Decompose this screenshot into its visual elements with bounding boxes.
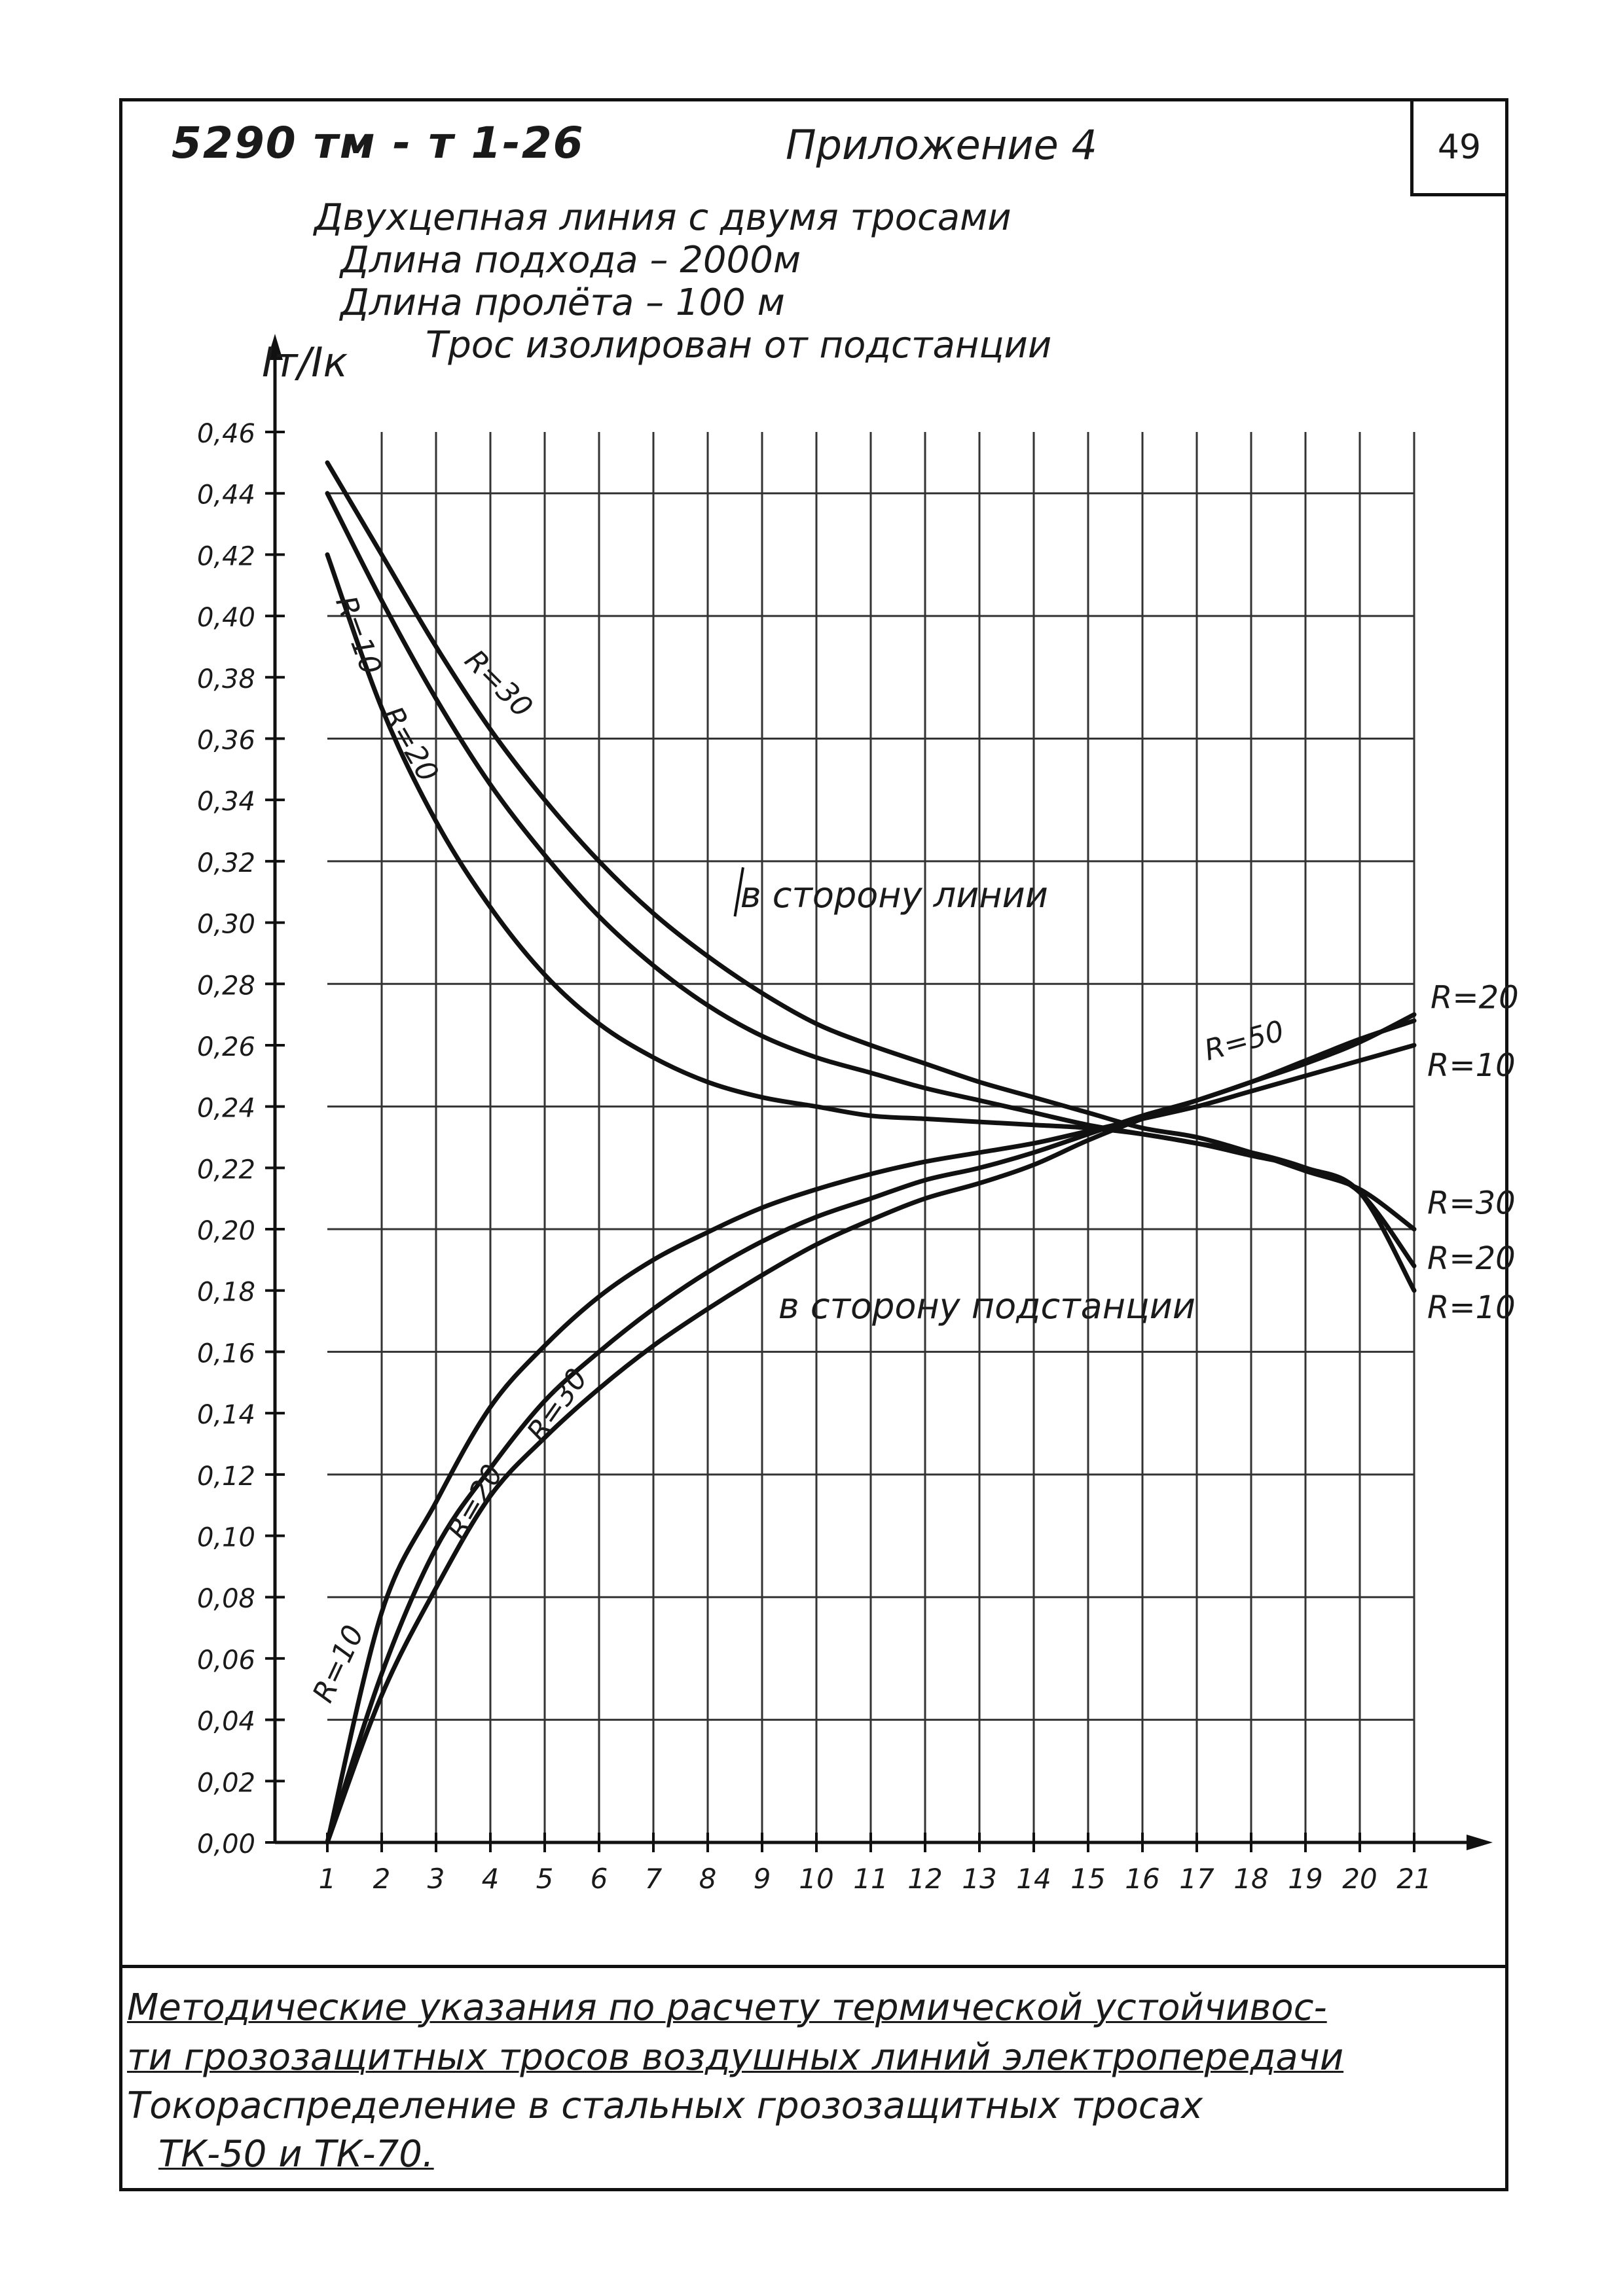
x-tick-label: 15 — [1070, 1863, 1105, 1895]
right-label-bottom-R20: R=20 — [1427, 1240, 1516, 1277]
x-axis-ticks: 1 2 3 4 5 6 7 8 9 10 11 12 13 14 15 16 17 18 19 20 21 — [319, 1833, 1432, 1895]
inline-label-R30-line: R=30 — [458, 643, 539, 724]
y-tick-label: 0,14 — [197, 1400, 255, 1430]
y-tick-label: 0,34 — [197, 787, 255, 817]
y-tick-label: 0,00 — [197, 1829, 255, 1859]
y-tick-label: 0,32 — [197, 848, 255, 878]
x-tick-label: 3 — [428, 1863, 445, 1895]
y-tick-label: 0,42 — [197, 541, 255, 571]
y-axis-ticks: 0,00 0,02 0,04 0,06 0,08 0,10 0,12 0,14 0,16 0,18… — [197, 419, 285, 1859]
x-tick-label: 18 — [1233, 1863, 1268, 1895]
x-tick-label: 6 — [591, 1863, 608, 1895]
y-tick-label: 0,20 — [197, 1216, 255, 1246]
y-tick-label: 0,24 — [197, 1094, 255, 1124]
y-tick-label: 0,40 — [197, 603, 255, 633]
current-distribution-chart: 0,00 0,02 0,04 0,06 0,08 0,10 0,12 0,14 0,16 0,18… — [197, 334, 1519, 1895]
x-tick-label: 14 — [1016, 1863, 1051, 1895]
x-tick-label: 8 — [699, 1863, 717, 1895]
y-tick-label: 0,30 — [197, 910, 255, 940]
y-tick-label: 0,26 — [197, 1032, 255, 1062]
sheet-number: 49 — [1437, 128, 1482, 167]
document-code: 5290 тм - т 1-26 — [172, 118, 585, 168]
title-line-1: Двухцепная линия с двумя тросами — [314, 196, 1012, 239]
x-tick-label: 20 — [1342, 1863, 1377, 1895]
x-tick-label: 11 — [853, 1863, 888, 1895]
title-block: Методические указания по расчету термиче… — [119, 1965, 1508, 2191]
x-tick-label: 4 — [482, 1863, 500, 1895]
inline-label-R50: R=50 — [1201, 1014, 1287, 1067]
curve-toward-line-R20 — [325, 491, 1417, 1268]
x-tick-label: 7 — [645, 1863, 663, 1895]
appendix-label: Приложение 4 — [786, 121, 1097, 169]
x-tick-label: 5 — [536, 1863, 554, 1895]
drawing-frame — [119, 98, 1508, 2191]
y-tick-label: 0,04 — [197, 1707, 255, 1737]
annotation-leader — [733, 867, 744, 917]
footer-line-2: ти грозозащитных тросов воздушных линий … — [127, 2036, 1344, 2079]
curve-toward-substation-R30 — [325, 1018, 1417, 1845]
y-tick-label: 0,18 — [197, 1278, 255, 1308]
chart-axes — [267, 334, 1493, 1850]
footer-line-1: Методические указания по расчету термиче… — [127, 1986, 1327, 2029]
y-tick-label: 0,46 — [197, 419, 255, 449]
title-line-2: Длина подхода – 2000м — [340, 239, 801, 281]
x-tick-label: 2 — [373, 1863, 391, 1895]
annotation-toward-line: в сторону линии — [740, 874, 1048, 916]
y-tick-label: 0,36 — [197, 725, 255, 755]
y-tick-label: 0,06 — [197, 1645, 255, 1676]
y-tick-label: 0,10 — [197, 1523, 255, 1553]
x-tick-label: 16 — [1125, 1863, 1159, 1895]
y-tick-label: 0,08 — [197, 1584, 255, 1614]
y-tick-label: 0,44 — [197, 480, 255, 511]
right-label-bottom-R30: R=30 — [1427, 1185, 1516, 1222]
title-line-4: Трос изолирован от подстанции — [426, 324, 1052, 367]
y-tick-label: 0,16 — [197, 1338, 255, 1369]
x-tick-label: 9 — [754, 1863, 771, 1895]
y-tick-label: 0,22 — [197, 1155, 255, 1185]
right-label-top-R20: R=20 — [1431, 980, 1519, 1016]
x-tick-label: 10 — [799, 1863, 833, 1895]
y-axis-label: Iт/Iк — [262, 338, 348, 386]
x-tick-label: 1 — [319, 1863, 337, 1895]
title-line-3: Длина пролёта – 100 м — [340, 281, 785, 324]
y-tick-label: 0,12 — [197, 1462, 255, 1492]
footer-line-3: Токораспределение в стальных грозозащитн… — [127, 2085, 1203, 2127]
x-tick-label: 19 — [1288, 1863, 1322, 1895]
sheet-number-box: 49 — [1410, 98, 1508, 196]
y-tick-label: 0,38 — [197, 664, 255, 694]
x-tick-label: 17 — [1179, 1863, 1214, 1895]
curve-toward-substation-R10 — [325, 1043, 1417, 1845]
x-tick-label: 13 — [962, 1863, 996, 1895]
x-tick-label: 21 — [1396, 1863, 1431, 1895]
chart-grid — [327, 432, 1415, 1842]
x-axis-arrow — [1467, 1835, 1493, 1850]
inline-label-R10-line: R=10 — [329, 592, 388, 679]
y-axis-arrow — [267, 334, 283, 360]
y-tick-label: 0,02 — [197, 1768, 255, 1798]
curve-toward-line-R30 — [325, 460, 1417, 1232]
y-tick-label: 0,28 — [197, 971, 255, 1001]
chart-curves — [325, 460, 1417, 1845]
right-label-top-R10: R=10 — [1427, 1047, 1516, 1084]
footer-line-4: ТК-50 и ТК-70. — [158, 2133, 434, 2176]
annotation-toward-substation: в сторону подстанции — [778, 1285, 1195, 1327]
inline-label-R20-line: R=20 — [375, 701, 445, 787]
x-tick-label: 12 — [907, 1863, 942, 1895]
right-label-bottom-R10: R=10 — [1427, 1289, 1516, 1326]
